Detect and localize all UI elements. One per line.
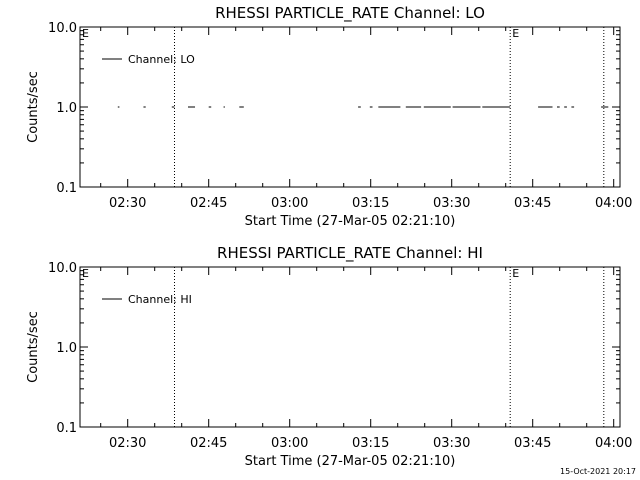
panel-hi: RHESSI PARTICLE_RATE Channel: HI 0.1 1.0 1…: [26, 244, 632, 469]
chart-title: RHESSI PARTICLE_RATE Channel: HI: [217, 244, 483, 263]
x-tick-label: 03:30: [433, 436, 470, 451]
y-tick-label: 10.0: [48, 21, 77, 36]
x-tick-label: 02:30: [109, 196, 146, 211]
x-tick-label: 02:30: [109, 436, 146, 451]
x-tick-label: 03:00: [271, 196, 308, 211]
x-tick-label: 03:45: [514, 196, 551, 211]
x-tick-label: 02:45: [190, 196, 227, 211]
x-tick-label: 03:45: [514, 436, 551, 451]
chart-title: RHESSI PARTICLE_RATE Channel: LO: [215, 4, 485, 23]
x-axis-label: Start Time (27-Mar-05 02:21:10): [245, 454, 456, 469]
y-tick-label: 0.1: [56, 421, 77, 436]
panel-lo: RHESSI PARTICLE_RATE Channel: LO 0.1 1.0 1…: [26, 4, 632, 229]
y-minor-ticks: [80, 30, 620, 164]
footer-timestamp: 15-Oct-2021 20:17: [560, 467, 636, 476]
legend-label: Channel: HI: [128, 293, 192, 306]
x-tick-label: 04:00: [595, 196, 632, 211]
y-minor-ticks: [80, 270, 620, 404]
x-axis: 02:30 02:45 03:00 03:15 03:30 03:45 04:00: [100, 267, 632, 451]
x-tick-label: 03:00: [271, 436, 308, 451]
x-tick-label: 02:45: [190, 436, 227, 451]
x-axis-label: Start Time (27-Mar-05 02:21:10): [245, 214, 456, 229]
legend: Channel: HI: [102, 293, 192, 306]
legend: Channel: LO: [102, 53, 195, 66]
x-axis: 02:30 02:45 03:00 03:15 03:30 03:45 04:00: [100, 27, 632, 211]
event-marker-label: E: [82, 27, 89, 40]
legend-label: Channel: LO: [128, 53, 195, 66]
event-marker-label: E: [512, 267, 519, 280]
x-tick-label: 03:30: [433, 196, 470, 211]
y-axis-label: Counts/sec: [26, 311, 41, 383]
y-axis: 0.1 1.0 10.0: [48, 261, 620, 436]
x-tick-label: 03:15: [352, 436, 389, 451]
y-tick-label: 10.0: [48, 261, 77, 276]
y-tick-label: 1.0: [56, 341, 77, 356]
x-tick-label: 04:00: [595, 436, 632, 451]
y-tick-label: 1.0: [56, 101, 77, 116]
y-tick-label: 0.1: [56, 181, 77, 196]
x-tick-label: 03:15: [352, 196, 389, 211]
event-marker-label: E: [82, 267, 89, 280]
y-axis-label: Counts/sec: [26, 71, 41, 143]
y-axis: 0.1 1.0 10.0: [48, 21, 620, 196]
event-marker-label: E: [512, 27, 519, 40]
